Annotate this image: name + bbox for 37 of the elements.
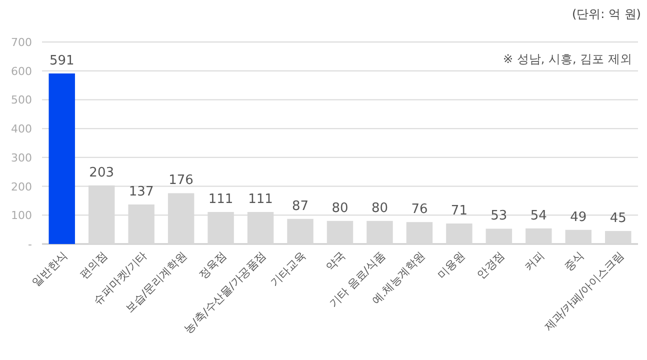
data-label: 53 xyxy=(490,208,508,224)
bar xyxy=(366,220,393,244)
data-label: 76 xyxy=(411,202,428,218)
text: (단위: 억 원) xyxy=(572,7,641,21)
data-label: 111 xyxy=(248,192,273,207)
data-label: 176 xyxy=(168,173,194,188)
y-tick-label: - xyxy=(28,238,32,251)
bar xyxy=(486,228,512,244)
data-label: 137 xyxy=(128,184,154,200)
data-label: 111 xyxy=(208,192,234,207)
y-tick-label: 500 xyxy=(11,94,32,107)
bar xyxy=(326,220,354,244)
y-tick-label: 100 xyxy=(11,209,32,222)
data-label: 71 xyxy=(450,204,468,219)
data-label: 591 xyxy=(49,53,74,68)
y-tick-label: 400 xyxy=(11,122,32,136)
data-label: 54 xyxy=(530,208,547,224)
data-label: 80 xyxy=(371,200,388,216)
y-tick-label: 200 xyxy=(11,180,32,194)
annotation: ※ 성남, 시흥, 김포 제외 xyxy=(503,52,632,66)
bar xyxy=(526,228,552,244)
data-label: 203 xyxy=(89,165,114,180)
y-tick-label: 600 xyxy=(11,64,32,78)
bar xyxy=(565,230,592,244)
data-label: 87 xyxy=(292,198,309,214)
bar xyxy=(406,222,433,244)
x-tick-label: 약국 xyxy=(323,248,348,274)
data-label: 49 xyxy=(570,210,587,225)
bar xyxy=(287,218,314,244)
bar xyxy=(48,73,75,244)
bar xyxy=(446,224,472,244)
y-tick-label: 700 xyxy=(11,36,32,49)
x-tick-label: 커피 xyxy=(522,248,547,274)
data-label: 80 xyxy=(332,200,348,216)
y-tick-label: 300 xyxy=(11,151,32,164)
bar xyxy=(605,231,632,244)
data-label: 45 xyxy=(610,211,626,226)
